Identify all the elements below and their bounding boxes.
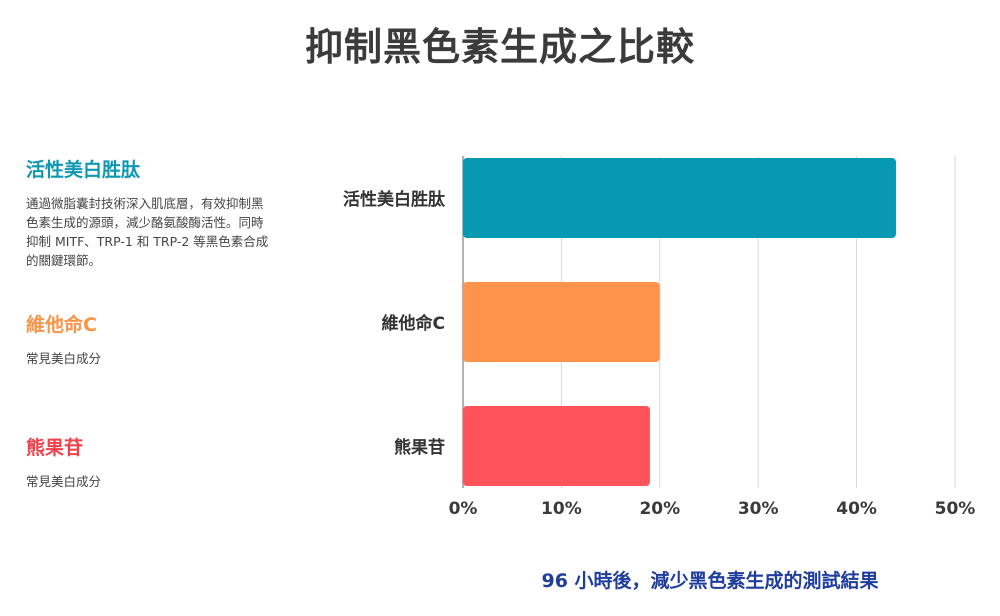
ingredient-description: 常見美白成分 [26, 474, 102, 489]
bar [463, 406, 650, 486]
ingredient-description: 常見美白成分 [26, 351, 102, 366]
ingredient-card-peptide: 活性美白胜肽 通過微脂囊封技術深入肌底層，有效抑制黑色素生成的源頭，減少酪氨酸酶… [26, 155, 271, 270]
tick-label: 50% [935, 499, 976, 519]
category-label: 熊果苷 [394, 437, 445, 458]
ingredient-description: 通過微脂囊封技術深入肌底層，有效抑制黑色素生成的源頭，減少酪氨酸酶活性。同時抑制… [26, 196, 269, 268]
ingredient-title: 活性美白胜肽 [26, 159, 141, 181]
tick-label: 40% [836, 499, 877, 519]
category-label: 維他命C [382, 313, 445, 334]
page-title: 抑制黑色素生成之比較 [304, 25, 695, 69]
bar [463, 282, 660, 362]
ingredient-card-arbutin: 熊果苷 常見美白成分 [26, 433, 271, 491]
chart-caption: 96 小時後，減少黑色素生成的測試結果 [541, 570, 879, 592]
ingredient-card-vitamin-c: 維他命C 常見美白成分 [26, 310, 271, 368]
ingredient-title: 維他命C [26, 314, 97, 336]
tick-label: 30% [738, 499, 779, 519]
ingredient-title: 熊果苷 [26, 437, 84, 459]
bar [463, 158, 896, 238]
tick-label: 20% [639, 499, 680, 519]
category-label: 活性美白胜肽 [343, 189, 446, 210]
tick-label: 10% [541, 499, 582, 519]
tick-label: 0% [449, 499, 478, 519]
